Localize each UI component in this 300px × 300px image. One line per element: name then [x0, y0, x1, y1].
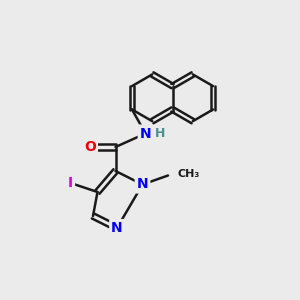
Text: CH₃: CH₃	[178, 169, 200, 179]
Text: N: N	[137, 178, 148, 191]
Text: O: O	[84, 140, 96, 154]
Text: H: H	[155, 127, 165, 140]
Text: I: I	[68, 176, 73, 190]
Text: N: N	[111, 221, 123, 235]
Text: N: N	[140, 127, 151, 140]
